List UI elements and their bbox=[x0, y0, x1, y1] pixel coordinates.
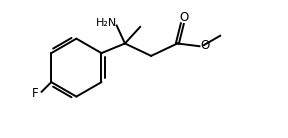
Text: O: O bbox=[180, 11, 189, 24]
Text: F: F bbox=[32, 87, 39, 100]
Text: H₂N: H₂N bbox=[96, 18, 118, 28]
Text: O: O bbox=[200, 39, 210, 52]
